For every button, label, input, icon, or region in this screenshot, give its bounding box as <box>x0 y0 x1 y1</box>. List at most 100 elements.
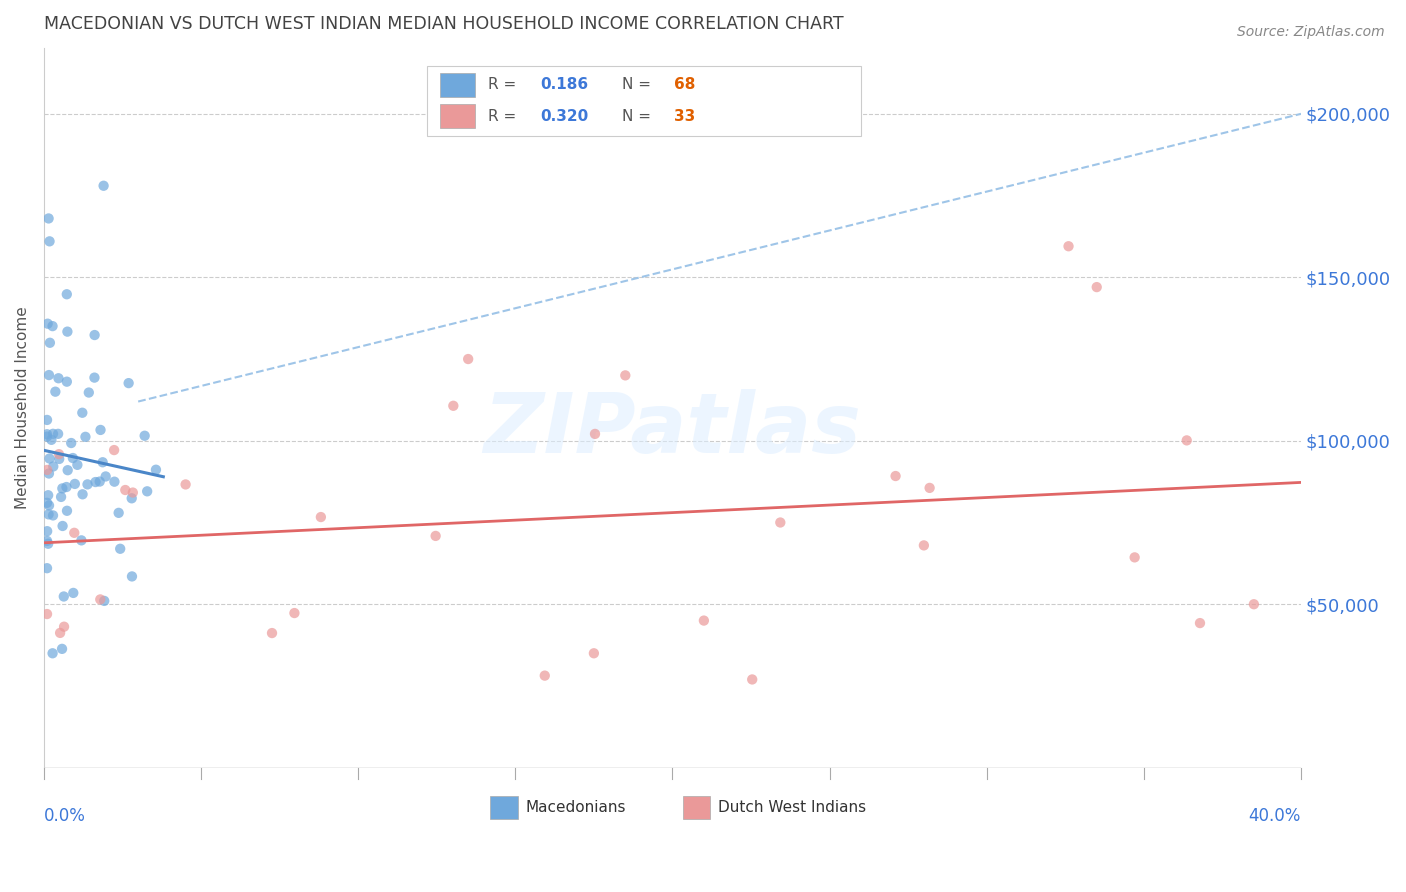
Point <box>89 475 111 489</box>
Point <box>108 541 131 556</box>
Point <box>76 477 98 491</box>
FancyBboxPatch shape <box>427 66 860 136</box>
Point <box>55 480 77 494</box>
Point <box>425 529 447 543</box>
Point <box>42 426 65 441</box>
Y-axis label: Median Household Income: Median Household Income <box>15 307 30 509</box>
Point <box>56 463 79 477</box>
Point <box>56 287 79 301</box>
Point <box>89 592 111 607</box>
Point <box>38 235 60 249</box>
Point <box>103 475 125 489</box>
Text: Dutch West Indians: Dutch West Indians <box>717 800 866 815</box>
Point <box>84 475 107 489</box>
Point <box>136 484 159 499</box>
Text: N =: N = <box>623 77 657 92</box>
Point <box>582 646 605 660</box>
Point <box>63 525 86 540</box>
Point <box>83 370 105 384</box>
Point <box>44 384 66 399</box>
Point <box>62 450 84 465</box>
Bar <box>682 797 710 820</box>
Point <box>38 451 60 466</box>
Text: 0.186: 0.186 <box>540 77 589 92</box>
Point <box>121 485 143 500</box>
Text: Source: ZipAtlas.com: Source: ZipAtlas.com <box>1237 25 1385 39</box>
Point <box>35 427 58 442</box>
Point <box>37 524 59 539</box>
Point <box>1123 550 1146 565</box>
Point <box>121 569 143 583</box>
Point <box>114 483 136 497</box>
Point <box>38 467 60 481</box>
Text: MACEDONIAN VS DUTCH WEST INDIAN MEDIAN HOUSEHOLD INCOME CORRELATION CHART: MACEDONIAN VS DUTCH WEST INDIAN MEDIAN H… <box>44 15 844 33</box>
Point <box>62 586 84 600</box>
Point <box>309 510 332 524</box>
Point <box>72 406 94 420</box>
Point <box>48 371 70 385</box>
Point <box>42 459 65 474</box>
Point <box>51 482 73 496</box>
Point <box>912 538 935 552</box>
Point <box>35 429 58 443</box>
Point <box>77 385 100 400</box>
Text: Macedonians: Macedonians <box>526 800 626 815</box>
Point <box>46 426 69 441</box>
Point <box>741 673 763 687</box>
Point <box>52 519 75 533</box>
Point <box>41 319 63 334</box>
Point <box>693 614 716 628</box>
Point <box>38 211 60 226</box>
Text: 0.0%: 0.0% <box>44 807 86 825</box>
Point <box>1175 434 1198 448</box>
Point <box>38 499 60 513</box>
Point <box>1188 616 1211 631</box>
Point <box>107 506 129 520</box>
Point <box>89 423 111 437</box>
Point <box>457 352 479 367</box>
Point <box>56 504 79 518</box>
Point <box>63 477 86 491</box>
Point <box>56 375 79 389</box>
Point <box>51 641 73 656</box>
Point <box>75 430 97 444</box>
Point <box>918 481 941 495</box>
Point <box>66 458 89 472</box>
Point <box>37 537 59 551</box>
Point <box>38 508 60 522</box>
Point <box>49 490 72 504</box>
Point <box>35 561 58 575</box>
Point <box>91 455 114 469</box>
Point <box>117 376 139 391</box>
Point <box>1085 280 1108 294</box>
Point <box>1057 239 1080 253</box>
Point <box>121 491 143 506</box>
Point <box>37 317 59 331</box>
Point <box>38 335 60 350</box>
Point <box>83 328 105 343</box>
Point <box>35 533 58 548</box>
Point <box>53 620 76 634</box>
Bar <box>491 797 517 820</box>
Point <box>614 368 637 383</box>
Text: 33: 33 <box>673 109 695 124</box>
Text: 0.320: 0.320 <box>540 109 589 124</box>
Point <box>38 368 60 382</box>
Point <box>41 433 63 447</box>
Point <box>1243 597 1265 611</box>
Bar <box>440 73 475 96</box>
Point <box>174 477 197 491</box>
Point <box>41 646 63 660</box>
Point <box>134 429 156 443</box>
Text: ZIPatlas: ZIPatlas <box>484 389 862 470</box>
Point <box>103 443 125 458</box>
Point <box>145 463 167 477</box>
Point <box>533 668 555 682</box>
Point <box>48 452 70 467</box>
Bar <box>440 103 475 128</box>
Point <box>35 607 58 621</box>
Point <box>52 590 75 604</box>
Point <box>56 325 79 339</box>
Point <box>37 488 59 502</box>
Text: R =: R = <box>488 77 520 92</box>
